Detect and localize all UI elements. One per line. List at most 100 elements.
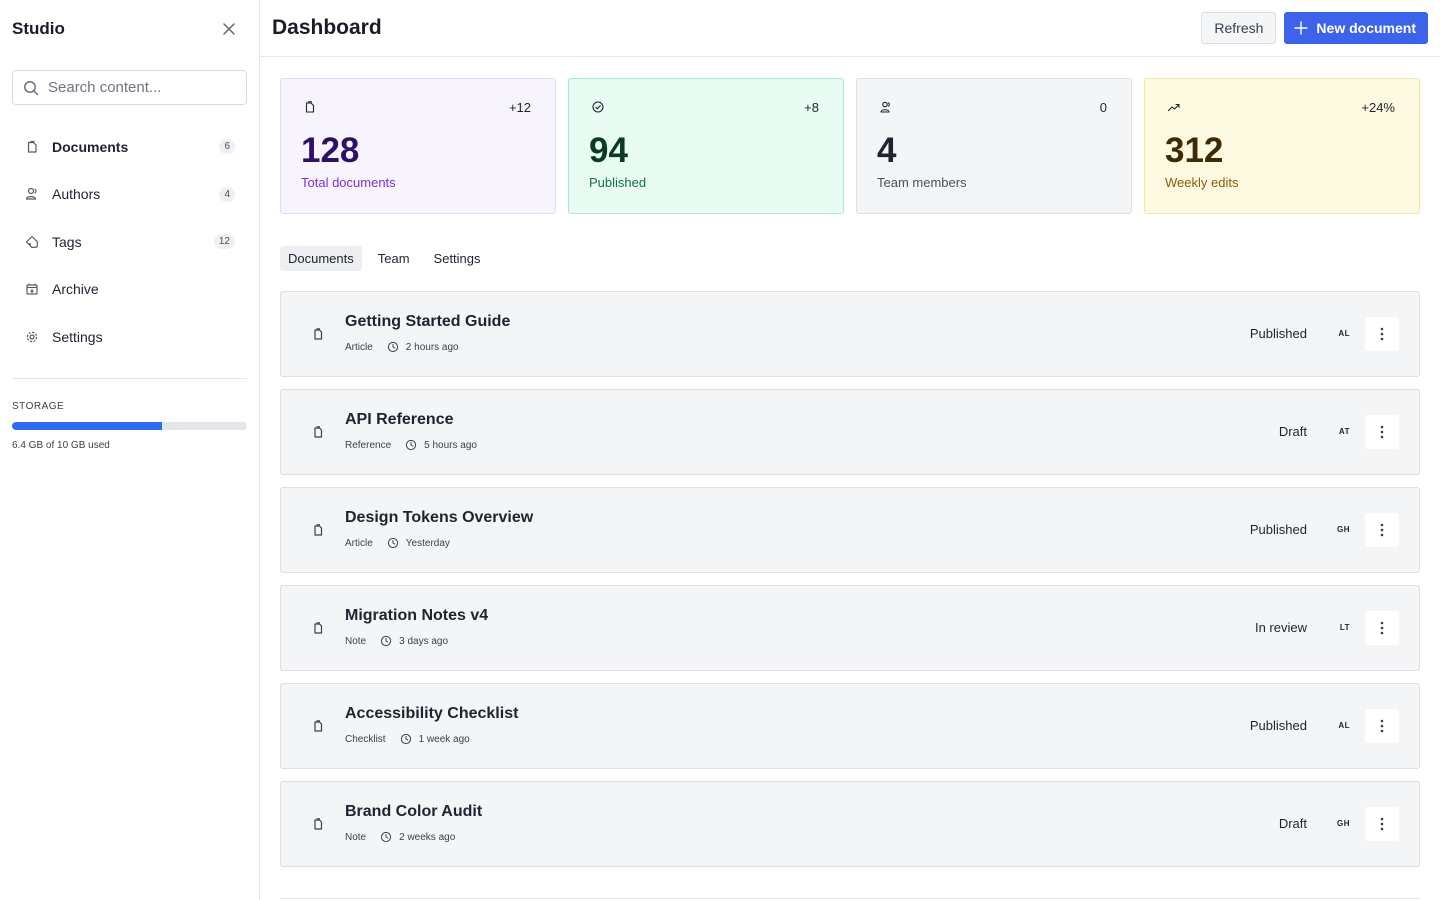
document-status: Draft [1278, 816, 1307, 831]
tag-icon [25, 235, 39, 248]
document-type: Note [345, 831, 367, 843]
document-row[interactable]: Design Tokens Overview Article Yesterday… [280, 487, 1420, 573]
document-row[interactable]: API Reference Reference 5 hours ago Draf… [280, 389, 1420, 475]
sidebar-item-documents[interactable]: Documents 6 [12, 123, 247, 171]
new-document-button[interactable]: New document [1284, 12, 1428, 44]
document-icon [27, 140, 37, 153]
tab-documents[interactable]: Documents [280, 246, 362, 271]
document-title[interactable]: Accessibility Checklist [345, 705, 519, 722]
sidebar-item-tags[interactable]: Tags 12 [12, 218, 247, 266]
count-badge: 12 [213, 234, 235, 250]
document-title[interactable]: Migration Notes v4 [345, 607, 489, 624]
clock-icon [381, 635, 392, 647]
top-header: Dashboard Refresh New document [260, 0, 1440, 57]
clock-icon [387, 341, 398, 353]
sidebar-divider [12, 378, 247, 379]
stat-card-published: +8 94 Published [568, 78, 844, 214]
tab-team[interactable]: Team [377, 251, 410, 266]
new-document-label: New document [1316, 20, 1416, 36]
document-updated-time: 2 hours ago [405, 341, 459, 353]
author-initials: AT [1338, 427, 1350, 436]
stat-change: +8 [804, 100, 819, 115]
close-sidebar-button[interactable] [217, 17, 241, 41]
document-title[interactable]: Brand Color Audit [345, 803, 483, 820]
sidebar-item-label: Authors [52, 186, 101, 203]
close-icon [223, 22, 235, 35]
trending-up-icon [1167, 103, 1180, 112]
sidebar-header: Studio [0, 0, 259, 57]
sidebar-nav: Documents 6 Authors 4 Tags 12 [12, 123, 247, 361]
stat-change: 0 [1099, 100, 1107, 115]
storage-progress-bar [12, 422, 247, 430]
document-row[interactable]: Accessibility Checklist Checklist 1 week… [280, 683, 1420, 769]
sidebar-item-archive[interactable]: Archive [12, 266, 247, 314]
document-meta: Article Yesterday [345, 537, 450, 549]
more-vertical-icon [1380, 327, 1384, 341]
search-icon [24, 80, 39, 95]
author-initials: AL [1338, 721, 1350, 730]
sidebar-item-authors[interactable]: Authors 4 [12, 171, 247, 219]
document-updated-time: 3 days ago [399, 635, 449, 647]
sidebar-item-settings[interactable]: Settings [12, 313, 247, 361]
document-icon [314, 426, 323, 438]
stat-label: Total documents [301, 175, 396, 190]
document-row[interactable]: Migration Notes v4 Note 3 days ago In re… [280, 585, 1420, 671]
storage-progress-fill [12, 422, 163, 430]
refresh-button[interactable]: Refresh [1201, 12, 1277, 44]
sidebar: Studio Documents 6 [0, 0, 260, 900]
document-status: In review [1254, 620, 1307, 635]
document-row[interactable]: Getting Started Guide Article 2 hours ag… [280, 291, 1420, 377]
plus-icon [1294, 21, 1309, 35]
sidebar-item-label: Archive [52, 281, 99, 298]
stat-value: 4 [877, 131, 897, 170]
users-icon [25, 188, 37, 200]
document-icon [314, 622, 323, 634]
clock-icon [381, 831, 392, 843]
search-input[interactable] [48, 79, 238, 96]
document-icon [314, 720, 323, 732]
document-updated-time: 2 weeks ago [399, 831, 456, 843]
count-badge: 4 [219, 186, 235, 202]
stat-label: Published [589, 175, 647, 190]
count-badge: 6 [219, 139, 235, 155]
more-vertical-icon [1380, 719, 1384, 733]
document-status: Draft [1278, 424, 1307, 439]
search-box [12, 70, 247, 105]
header-actions: Refresh New document [1201, 12, 1428, 44]
document-type: Note [345, 635, 367, 647]
more-options-button[interactable] [1365, 513, 1399, 547]
document-title[interactable]: API Reference [345, 411, 454, 428]
clock-icon [387, 537, 398, 549]
document-icon [305, 101, 315, 113]
more-vertical-icon [1380, 621, 1384, 635]
author-initials: LT [1339, 623, 1350, 632]
document-meta: Note 3 days ago [345, 635, 448, 647]
stat-card-total-documents: +12 128 Total documents [280, 78, 556, 214]
author-initials: GH [1337, 819, 1350, 828]
document-meta: Reference 5 hours ago [345, 439, 477, 451]
tab-settings[interactable]: Settings [433, 251, 481, 266]
gear-icon [26, 331, 38, 342]
more-options-button[interactable] [1365, 611, 1399, 645]
document-icon [314, 328, 323, 340]
document-row[interactable]: Brand Color Audit Note 2 weeks ago Draft… [280, 781, 1420, 867]
stat-card-weekly-edits: +24% 312 Weekly edits [1144, 78, 1420, 214]
more-vertical-icon [1380, 425, 1384, 439]
sidebar-item-label: Settings [52, 328, 103, 345]
more-options-button[interactable] [1365, 709, 1399, 743]
stats-row: +12 128 Total documents +8 94 Published … [280, 78, 1420, 214]
document-status: Published [1249, 718, 1307, 733]
document-title[interactable]: Getting Started Guide [345, 313, 511, 330]
document-icon [314, 524, 323, 536]
more-options-button[interactable] [1365, 415, 1399, 449]
document-icon [314, 818, 323, 830]
storage-label: STORAGE [12, 401, 65, 412]
author-initials: AL [1338, 329, 1350, 338]
more-options-button[interactable] [1365, 317, 1399, 351]
document-type: Article [345, 537, 373, 549]
document-title[interactable]: Design Tokens Overview [345, 509, 534, 526]
stat-label: Weekly edits [1165, 175, 1239, 190]
document-status: Published [1249, 326, 1307, 341]
more-options-button[interactable] [1365, 807, 1399, 841]
sidebar-item-label: Tags [52, 233, 82, 250]
